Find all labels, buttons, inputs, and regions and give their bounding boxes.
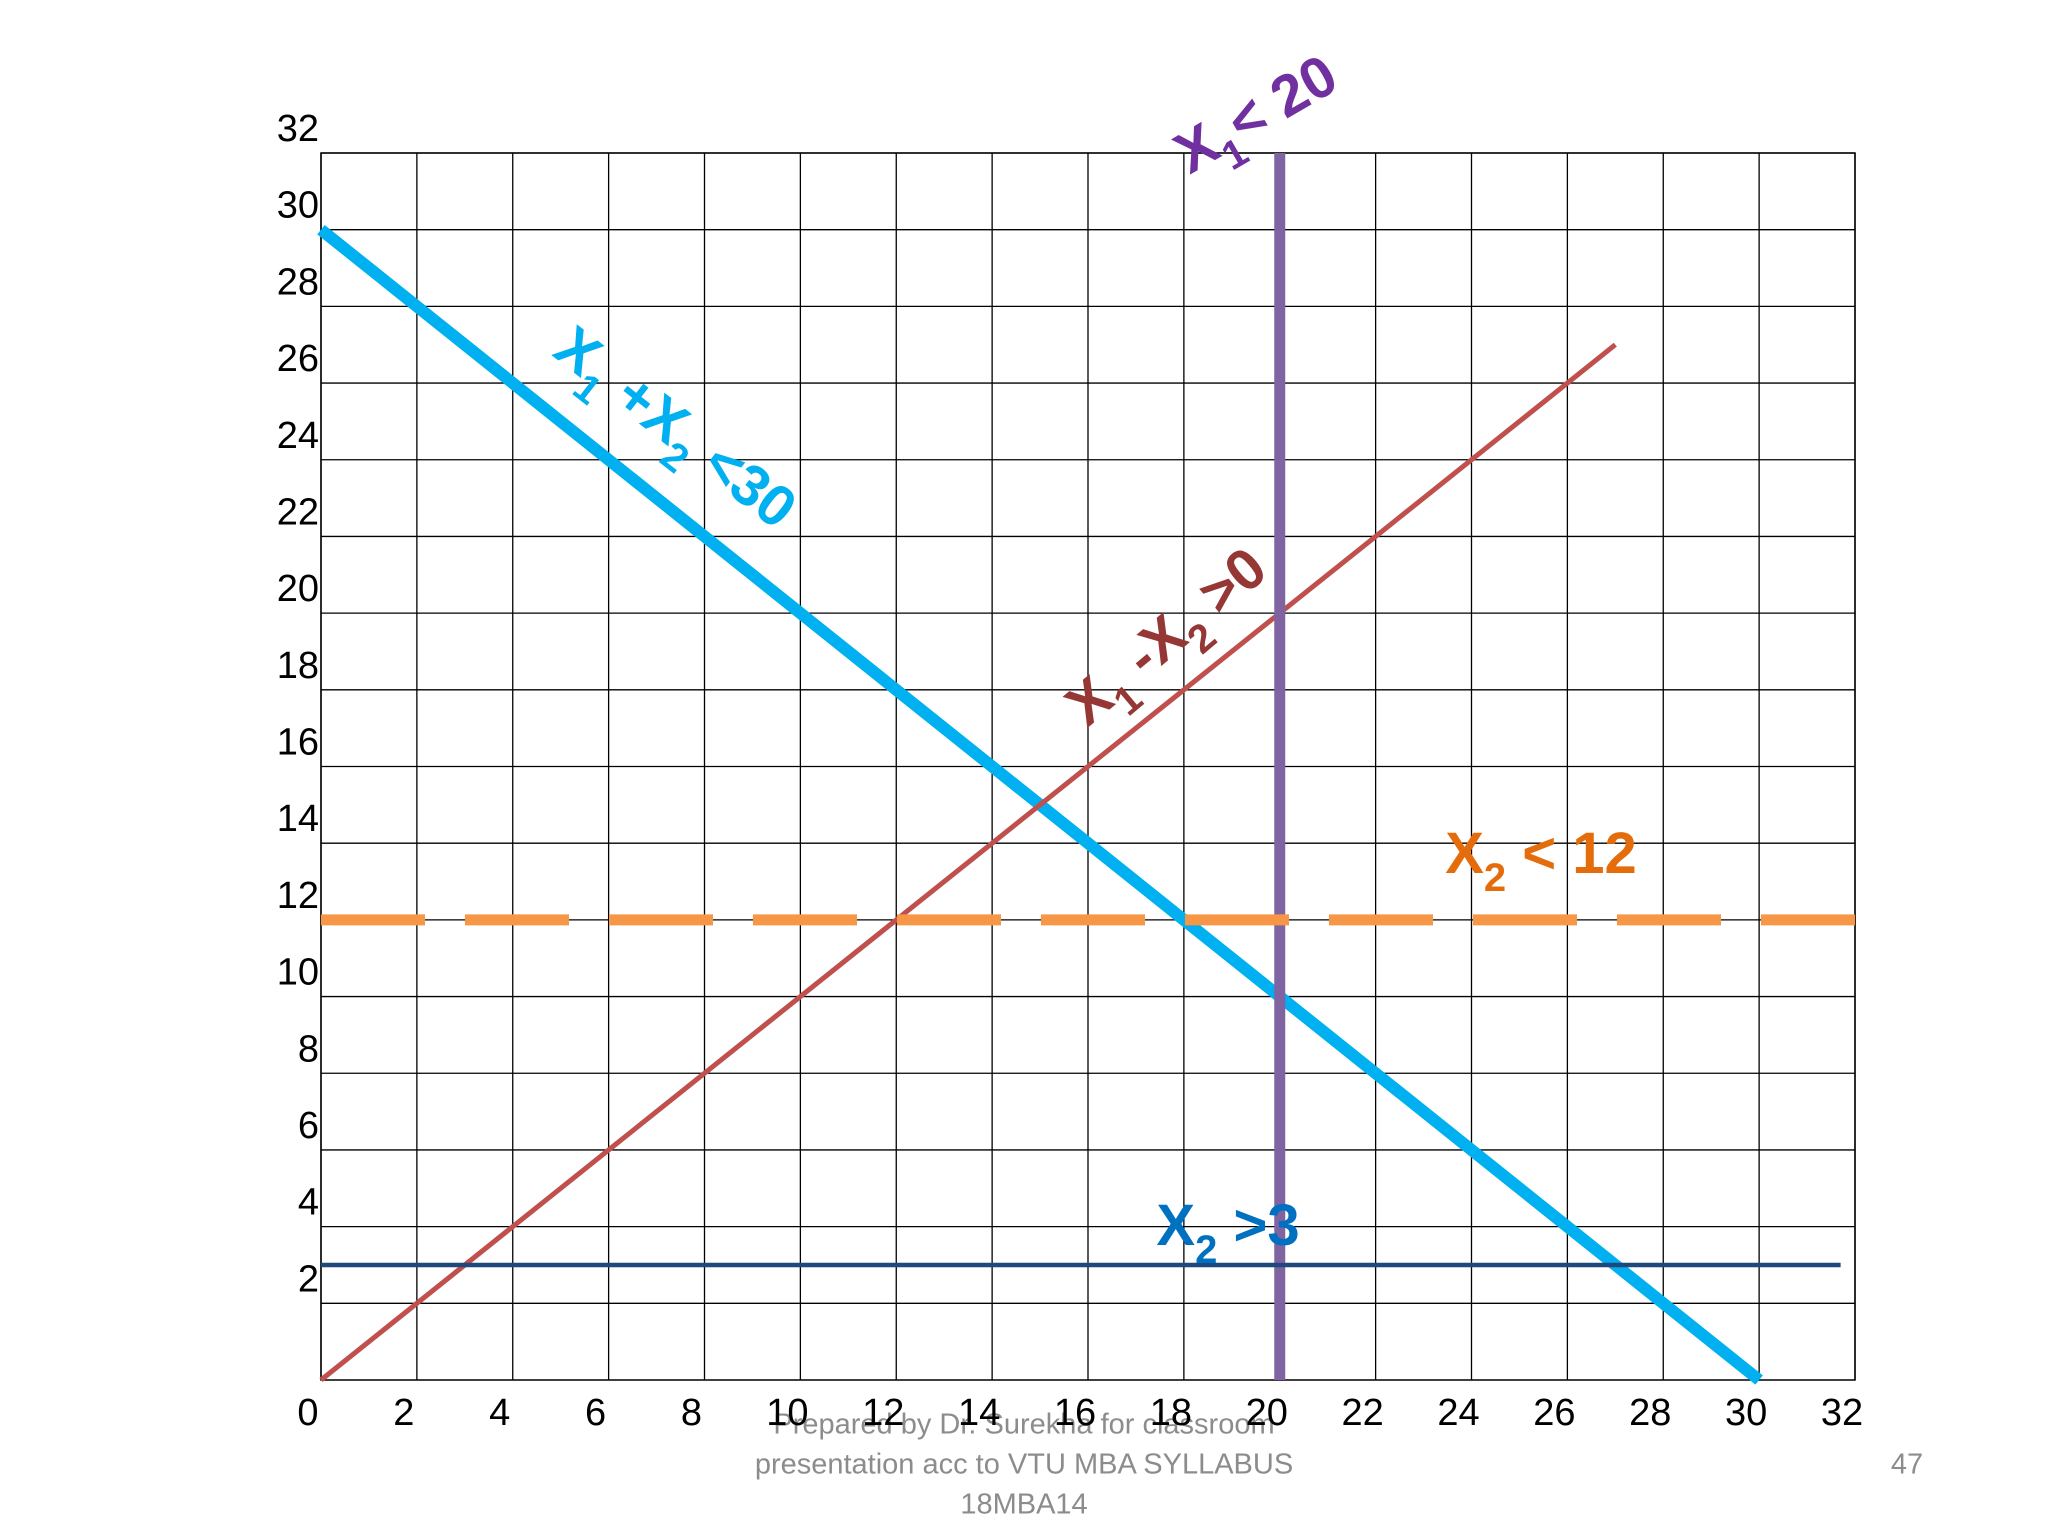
footer-note: 18MBA14 [960,1489,1087,1521]
constraint-line [319,342,1617,1382]
y-tick-label: 22 [277,491,319,533]
subscript: 2 [1195,1228,1217,1272]
x-tick-label: 0 [297,1392,318,1434]
label-text: < 12 [1506,821,1637,886]
x-tick-label: 18 [1150,1392,1192,1434]
x-tick-label: 6 [585,1392,606,1434]
y-tick-label: 28 [277,261,319,303]
x-tick-label: 32 [1821,1392,1863,1434]
y-tick-label: 8 [298,1028,319,1070]
y-tick-label: 20 [277,568,319,610]
page-number: 47 [1891,1449,1923,1481]
y-tick-label: 18 [277,645,319,687]
x-tick-label: 12 [862,1392,904,1434]
x-tick-label: 10 [766,1392,808,1434]
constraint-label: X2 < 12 [1445,821,1637,899]
label-text: X [1445,821,1484,886]
x-tick-label: 28 [1629,1392,1671,1434]
x-tick-label: 26 [1533,1392,1575,1434]
y-tick-label: 24 [277,415,319,457]
footer-note: Prepared by Dr. Surekha for classroom [773,1409,1274,1441]
y-tick-label: 10 [277,952,319,994]
x-tick-label: 30 [1725,1392,1767,1434]
x-tick-label: 22 [1341,1392,1383,1434]
y-tick-label: 30 [277,185,319,227]
y-tick-label: 2 [298,1258,319,1300]
y-tick-label: 16 [277,722,319,764]
x-tick-label: 16 [1054,1392,1096,1434]
constraint-label: X2 >3 [1156,1193,1299,1271]
x-tick-label: 24 [1437,1392,1479,1434]
label-text: >3 [1217,1193,1299,1258]
x-tick-label: 2 [393,1392,414,1434]
x-tick-label: 8 [681,1392,702,1434]
constraint-label: X1< 20 [1164,42,1355,197]
y-tick-label: 32 [277,108,319,150]
x-tick-label: 14 [958,1392,1000,1434]
subscript: 2 [1484,856,1506,900]
y-tick-label: 26 [277,338,319,380]
x-tick-label: 20 [1246,1392,1288,1434]
y-tick-label: 14 [277,798,319,840]
y-tick-label: 4 [298,1182,319,1224]
label-text: <30 [678,420,808,542]
label-text: X [1156,1193,1195,1258]
y-tick-label: 6 [298,1105,319,1147]
x-tick-label: 4 [489,1392,510,1434]
footer-note: presentation acc to VTU MBA SYLLABUS [755,1449,1293,1481]
constraint-label: X1 -X2 >0 [1054,535,1288,749]
y-tick-label: 12 [277,875,319,917]
